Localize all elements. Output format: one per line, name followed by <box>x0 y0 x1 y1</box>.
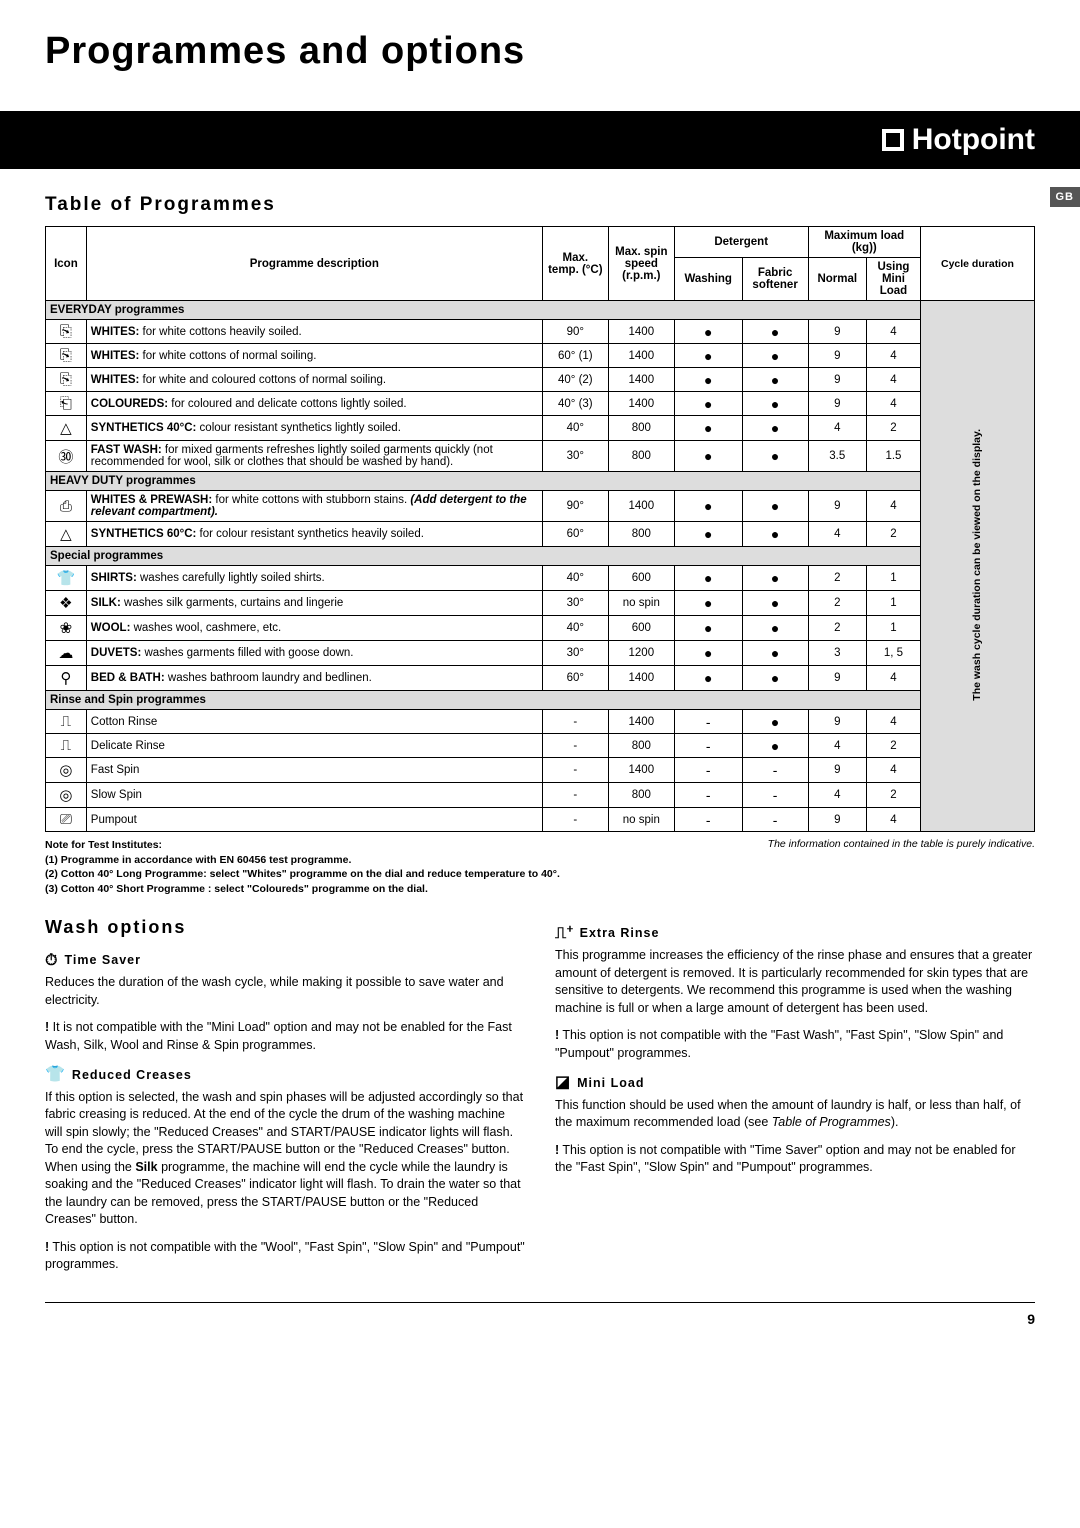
table-row: △SYNTHETICS 60°C: for colour resistant s… <box>46 522 1035 547</box>
table-row: ㉚FAST WASH: for mixed garments refreshes… <box>46 441 1035 472</box>
col-detergent: Detergent <box>674 227 808 258</box>
brand-icon <box>882 129 904 151</box>
table-row: ❀WOOL: washes wool, cashmere, etc.40°600… <box>46 616 1035 641</box>
table-row: ⚲BED & BATH: washes bathroom laundry and… <box>46 666 1035 691</box>
left-column: Wash options ⏱Time Saver Reduces the dur… <box>45 915 525 1284</box>
table-row: ◎Slow Spin-800--42 <box>46 783 1035 808</box>
table-heading: Table of Programmes <box>45 194 1035 216</box>
col-temp: Max. temp. (°C) <box>542 227 608 301</box>
table-row: ⎚Pumpout-no spin--94 <box>46 808 1035 832</box>
table-row: ❖SILK: washes silk garments, curtains an… <box>46 591 1035 616</box>
clock-icon: ⏱ <box>45 950 58 972</box>
right-column: ⎍⁺Extra Rinse This programme increases t… <box>555 915 1035 1284</box>
iron-icon: 👕 <box>45 1064 66 1086</box>
rinse-plus-icon: ⎍⁺ <box>555 923 574 945</box>
col-mini: Using Mini Load <box>866 258 920 301</box>
opt-time-saver: ⏱Time Saver <box>45 950 525 972</box>
page-number: 9 <box>0 1303 1080 1347</box>
cycle-note-cell: The wash cycle duration can be viewed on… <box>920 301 1034 832</box>
table-row: 👕SHIRTS: washes carefully lightly soiled… <box>46 566 1035 591</box>
opt-reduced-creases: 👕Reduced Creases <box>45 1064 525 1086</box>
table-row: △SYNTHETICS 40°C: colour resistant synth… <box>46 416 1035 441</box>
table-row: ⎘WHITES: for white and coloured cottons … <box>46 368 1035 392</box>
table-row: ⎙WHITES & PREWASH: for white cottons wit… <box>46 491 1035 522</box>
subhead-row: Rinse and Spin programmes <box>46 691 1035 710</box>
col-desc: Programme description <box>86 227 542 301</box>
opt-mini-load: ◪Mini Load <box>555 1072 1035 1094</box>
table-row: ⎘WHITES: for white cottons of normal soi… <box>46 344 1035 368</box>
col-normal: Normal <box>808 258 866 301</box>
subhead-row: HEAVY DUTY programmes <box>46 472 1035 491</box>
col-washing: Washing <box>674 258 742 301</box>
language-tab: GB <box>1050 187 1080 207</box>
brand-bar: Hotpoint <box>0 111 1080 169</box>
col-softener: Fabric softener <box>742 258 808 301</box>
table-row: ⎗COLOUREDS: for coloured and delicate co… <box>46 392 1035 416</box>
col-maxload: Maximum load (kg)) <box>808 227 920 258</box>
col-spin: Max. spin speed (r.p.m.) <box>608 227 674 301</box>
table-row: ⎍Cotton Rinse-1400-●94 <box>46 710 1035 734</box>
table-row: ☁DUVETS: washes garments filled with goo… <box>46 641 1035 666</box>
brand-logo: Hotpoint <box>882 123 1035 157</box>
page-title: Programmes and options <box>45 30 1035 73</box>
table-row: ⎘WHITES: for white cottons heavily soile… <box>46 320 1035 344</box>
wash-options-heading: Wash options <box>45 915 525 940</box>
col-icon: Icon <box>46 227 87 301</box>
subhead-everyday: EVERYDAY programmes The wash cycle durat… <box>46 301 1035 320</box>
programmes-table: Icon Programme description Max. temp. (°… <box>45 226 1035 832</box>
indicative-note: The information contained in the table i… <box>768 838 1035 850</box>
subhead-row: Special programmes <box>46 547 1035 566</box>
opt-extra-rinse: ⎍⁺Extra Rinse <box>555 923 1035 945</box>
table-row: ◎Fast Spin-1400--94 <box>46 758 1035 783</box>
col-cycle: Cycle duration <box>920 227 1034 301</box>
table-row: ⎍Delicate Rinse-800-●42 <box>46 734 1035 758</box>
mini-load-icon: ◪ <box>555 1072 571 1094</box>
